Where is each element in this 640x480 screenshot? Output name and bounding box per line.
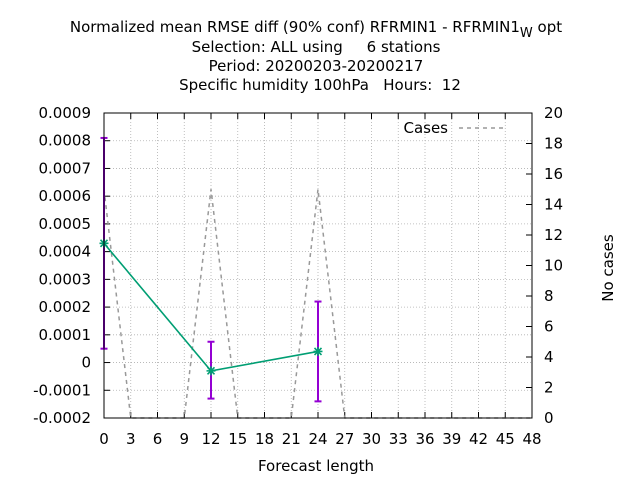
y2-tick-label: 10 [544, 257, 563, 275]
x-tick-label: 42 [469, 430, 488, 448]
chart-title: Normalized mean RMSE diff (90% conf) RFR… [70, 18, 562, 94]
plot-frame [103, 112, 533, 419]
y2-tick-label: 18 [544, 135, 563, 153]
y-tick-label: 0.0008 [39, 132, 92, 150]
y2-tick-label: 14 [544, 196, 563, 214]
x-tick-label: 39 [442, 430, 461, 448]
y2-tick-label: 8 [544, 287, 554, 305]
x-tick-label: 33 [389, 430, 408, 448]
y-tick-label: 0.0006 [39, 187, 92, 205]
title-line-2: Selection: ALL using 6 stations [192, 38, 441, 56]
x-tick-label: 27 [335, 430, 354, 448]
x-tick-label: 15 [228, 430, 247, 448]
title-line-1-main: Normalized mean RMSE diff (90% conf) RFR… [70, 18, 520, 36]
y2-axis-label: No cases [599, 234, 617, 302]
x-tick-label: 45 [496, 430, 515, 448]
y-tick-label: 0.0002 [39, 298, 92, 316]
y-tick-label: 0.0004 [39, 243, 92, 261]
y-tick-label: -0.0002 [33, 409, 91, 427]
y-tick-label: -0.0001 [33, 381, 91, 399]
x-tick-label: 48 [522, 430, 541, 448]
x-tick-label: 24 [308, 430, 327, 448]
x-tick-label: 3 [126, 430, 136, 448]
y2-tick-label: 16 [544, 165, 563, 183]
title-line-1-suffix: opt [533, 18, 562, 36]
x-axis-ticks: 0 3 6 9 12 15 18 21 24 27 30 33 36 39 42 45 48 [99, 113, 542, 448]
y2-tick-label: 20 [544, 104, 563, 122]
title-line-1: Normalized mean RMSE diff (90% conf) RFR… [70, 18, 562, 41]
x-tick-label: 36 [415, 430, 434, 448]
x-tick-label: 12 [201, 430, 220, 448]
x-tick-label: 6 [153, 430, 163, 448]
x-tick-label: 30 [362, 430, 381, 448]
y2-tick-label: 6 [544, 318, 554, 336]
data-point-marker [206, 366, 216, 376]
legend: Cases [403, 119, 506, 137]
y-tick-label: 0 [81, 354, 91, 372]
y2-tick-label: 4 [544, 348, 554, 366]
x-tick-label: 0 [99, 430, 109, 448]
series-layer [99, 136, 532, 419]
y-tick-label: 0.0009 [39, 104, 92, 122]
title-line-1-subscript: W [520, 26, 533, 41]
y2-tick-label: 2 [544, 379, 554, 397]
y-tick-label: 0.0003 [39, 270, 92, 288]
y2-tick-label: 12 [544, 226, 563, 244]
x-axis-label: Forecast length [258, 457, 374, 475]
legend-label-cases: Cases [403, 119, 448, 137]
x-tick-label: 21 [282, 430, 301, 448]
y-tick-label: 0.0007 [39, 159, 92, 177]
y-tick-label: 0.0001 [39, 326, 92, 344]
x-tick-label: 9 [179, 430, 189, 448]
data-point-marker [313, 346, 323, 356]
y-tick-label: 0.0005 [39, 215, 92, 233]
y2-tick-label: 0 [544, 409, 554, 427]
x-tick-label: 18 [255, 430, 274, 448]
title-line-4: Specific humidity 100hPa Hours: 12 [179, 76, 461, 94]
title-line-3: Period: 20200203-20200217 [209, 57, 424, 75]
y-axis-ticks: -0.0002 -0.0001 0 0.0001 0.0002 0.0003 0.0004 0… [33, 104, 110, 427]
